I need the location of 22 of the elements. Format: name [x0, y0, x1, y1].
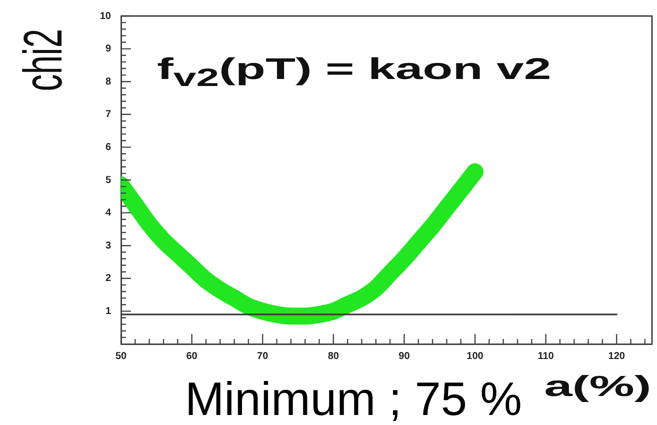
x-tick-label: 50	[115, 350, 127, 362]
x-axis-title: a(%)	[544, 371, 651, 403]
y-tick-label: 9	[105, 44, 112, 55]
text: Minimum ; 75 %	[185, 372, 522, 425]
x-tick-label: 120	[608, 350, 626, 362]
y-axis-title: chi2	[14, 28, 74, 92]
y-tick-label: 6	[105, 142, 112, 153]
y-tick-label: 3	[105, 240, 112, 252]
y-tick-label: 10	[100, 10, 112, 22]
y-tick-label: 5	[105, 174, 112, 186]
y-tick-label: 8	[105, 76, 112, 88]
x-tick-label: 60	[186, 350, 198, 362]
x-tick-label: 70	[257, 350, 269, 362]
x-tick-label: 80	[328, 350, 340, 362]
annotation: f$_{v2}$(pT) = kaon v2	[157, 53, 552, 92]
y-tick-label: 4	[105, 208, 112, 219]
y-tick-label: 2	[105, 273, 112, 284]
y-tick-label: 1	[105, 306, 112, 317]
x-tick-label: 90	[398, 350, 410, 362]
x-tick-label: 100	[466, 350, 484, 362]
y-tick-label: 7	[105, 109, 112, 120]
x-tick-label: 110	[538, 350, 554, 362]
